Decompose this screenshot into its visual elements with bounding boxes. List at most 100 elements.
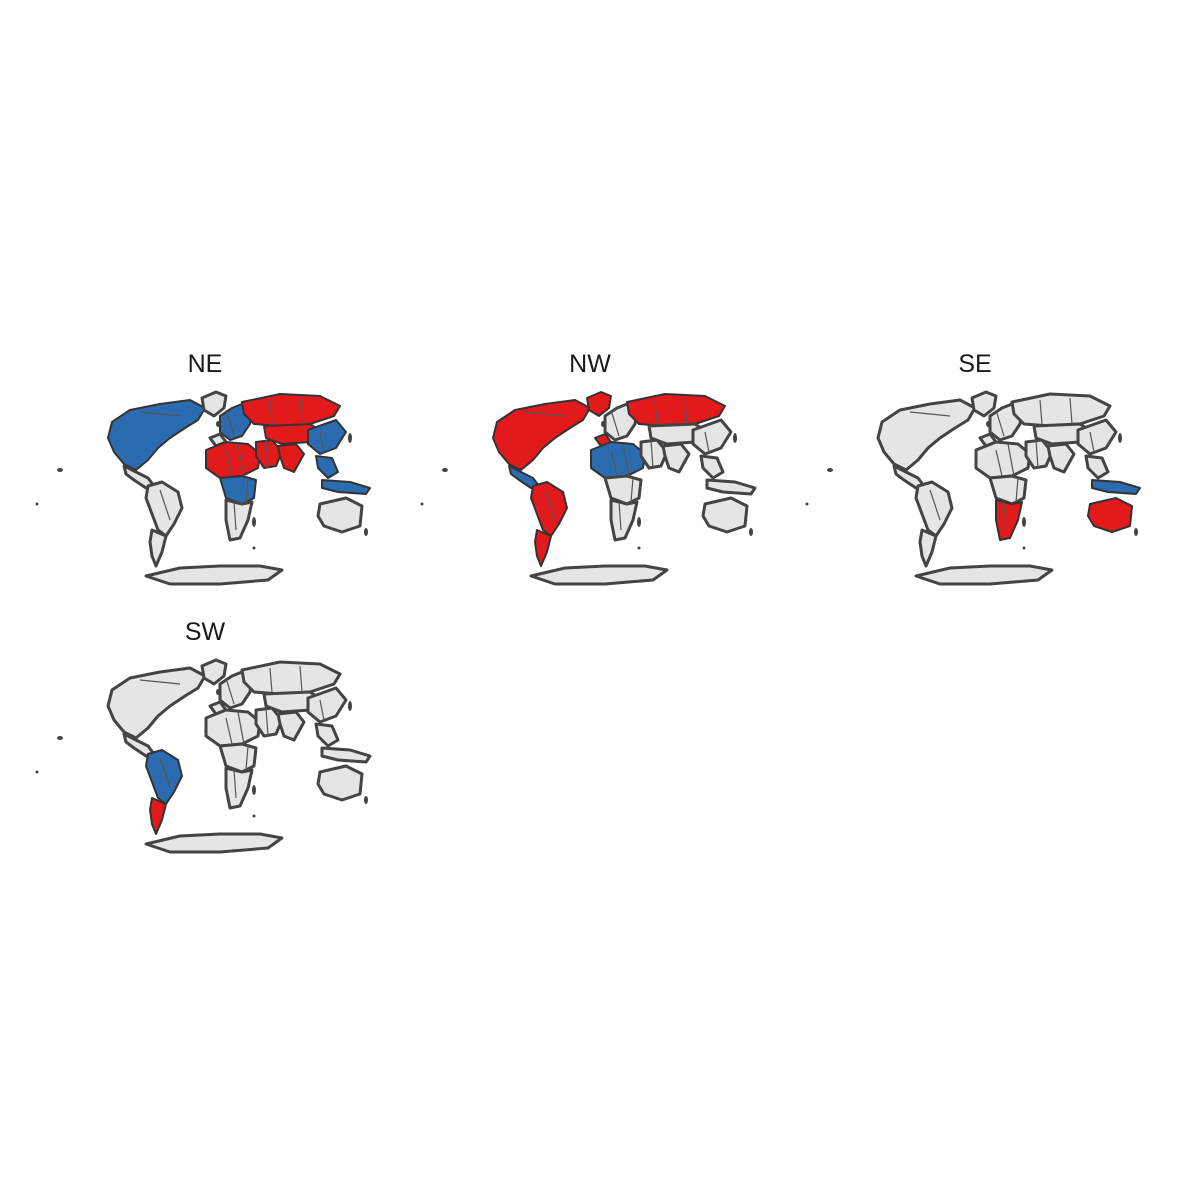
- new-zealand-island: [1134, 528, 1138, 536]
- region-southern-africa: [609, 498, 639, 542]
- country-border: [299, 397, 303, 425]
- uk-island: [986, 421, 990, 427]
- region-russia: [626, 393, 726, 427]
- country-border: [995, 449, 1003, 477]
- facet-title: NE: [187, 350, 223, 378]
- region-australia: [1087, 497, 1133, 533]
- region-indonesia: [320, 746, 372, 764]
- facet-panel-nw: NW: [405, 350, 775, 600]
- region-australia: [701, 496, 749, 534]
- country-border: [1003, 501, 1007, 531]
- country-border: [929, 489, 941, 521]
- country-border: [1089, 431, 1095, 453]
- country-border: [269, 399, 273, 425]
- new-zealand-island: [364, 796, 368, 804]
- country-border: [610, 409, 620, 437]
- region-india: [277, 443, 305, 473]
- region-southern-africa: [224, 498, 254, 542]
- country-border: [909, 411, 951, 417]
- hawaii-island: [57, 468, 63, 472]
- country-border: [139, 411, 181, 417]
- country-border: [544, 489, 556, 521]
- country-border: [233, 501, 237, 531]
- facet-panel-se: SE: [790, 350, 1160, 600]
- region-greenland: [200, 390, 228, 418]
- facet-panel-sw: SW: [20, 618, 390, 868]
- region-east-asia: [691, 418, 733, 456]
- facet-title: SE: [958, 350, 992, 378]
- region-southern-africa: [224, 766, 254, 810]
- hawaii-island: [827, 468, 833, 472]
- madagascar-island: [637, 517, 641, 527]
- country-border: [225, 409, 235, 437]
- region-north-africa: [590, 441, 646, 479]
- region-north-america: [106, 666, 207, 740]
- region-indonesia: [321, 479, 371, 495]
- country-border: [245, 745, 249, 771]
- uk-island: [216, 421, 220, 427]
- japan-island: [348, 701, 352, 711]
- region-east-asia: [306, 686, 348, 724]
- world-map: [805, 390, 1141, 586]
- south-atlantic-island: [252, 546, 256, 550]
- country-border: [1069, 397, 1073, 425]
- japan-island: [348, 433, 352, 443]
- south-atlantic-island: [252, 814, 256, 818]
- region-north-america: [492, 399, 591, 471]
- hawaii-island: [57, 736, 63, 740]
- country-border: [622, 443, 630, 477]
- country-border: [1039, 399, 1043, 425]
- region-india: [661, 442, 691, 474]
- region-south-cone: [918, 528, 938, 568]
- country-border: [265, 439, 269, 469]
- region-india: [1046, 442, 1076, 474]
- madagascar-island: [1022, 517, 1026, 527]
- country-border: [684, 397, 688, 425]
- region-southeast-asia: [1084, 454, 1110, 480]
- region-australia: [316, 496, 364, 534]
- country-border: [1007, 443, 1015, 477]
- hawaii-island: [442, 468, 448, 472]
- region-north-africa: [205, 441, 261, 479]
- japan-island: [733, 433, 737, 443]
- country-border: [1015, 477, 1019, 503]
- pacific-island: [420, 502, 424, 506]
- region-antarctica: [144, 564, 284, 586]
- country-border: [299, 665, 303, 693]
- region-antarctica: [914, 564, 1054, 586]
- country-border: [610, 449, 618, 477]
- region-south-cone: [534, 529, 552, 567]
- region-east-asia: [307, 419, 347, 455]
- new-zealand-island: [364, 528, 368, 536]
- region-southern-africa: [995, 499, 1023, 541]
- region-north-america: [107, 399, 206, 471]
- region-north-africa: [974, 440, 1032, 480]
- new-zealand-island: [749, 528, 753, 536]
- country-border: [225, 677, 235, 705]
- region-australia: [316, 764, 364, 802]
- uk-island: [601, 421, 605, 427]
- country-border: [139, 679, 181, 685]
- south-atlantic-island: [637, 546, 641, 550]
- country-border: [159, 489, 171, 521]
- region-south-cone: [149, 797, 167, 835]
- region-india: [276, 710, 306, 742]
- region-south-cone: [148, 528, 168, 568]
- region-south-america: [530, 481, 568, 537]
- country-border: [630, 477, 634, 503]
- south-atlantic-island: [1022, 546, 1026, 550]
- country-border: [650, 439, 654, 469]
- uk-island: [216, 689, 220, 695]
- country-border: [654, 399, 658, 425]
- country-border: [225, 449, 233, 477]
- region-south-america: [144, 480, 184, 538]
- facet-title: SW: [184, 618, 226, 646]
- country-border: [1035, 439, 1039, 469]
- pacific-island: [805, 502, 809, 506]
- country-border: [524, 411, 566, 417]
- country-border: [159, 757, 171, 789]
- region-antarctica: [144, 832, 284, 854]
- world-map: [35, 658, 372, 854]
- country-border: [319, 699, 325, 721]
- country-border: [995, 409, 1005, 437]
